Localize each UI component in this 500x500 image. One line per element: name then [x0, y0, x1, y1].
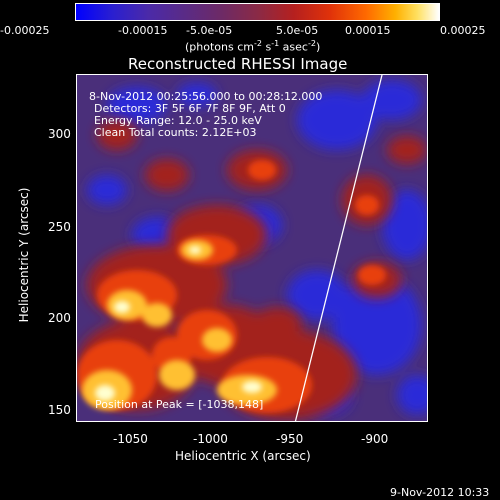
overlay-position: Position at Peak = [-1038,148] [95, 398, 264, 411]
overlay-clean: Clean Total counts: 2.12E+03 [94, 126, 257, 139]
colorbar [75, 3, 440, 21]
colorbar-tick: 5.0e-05 [276, 24, 319, 37]
overlay-time-range: 8-Nov-2012 00:25:56.000 to 00:28:12.000 [89, 90, 323, 103]
y-tick-label: 200 [48, 311, 71, 325]
colorbar-tick: -5.0e-05 [186, 24, 233, 37]
x-axis-label: Heliocentric X (arcsec) [175, 449, 311, 463]
overlay-detectors: Detectors: 3F 5F 6F 7F 8F 9F, Att 0 [94, 102, 286, 115]
x-tick-label: -950 [276, 432, 304, 446]
colorbar-tick: -0.00015 [118, 24, 168, 37]
rhessi-image: 8-Nov-2012 00:25:56.000 to 00:28:12.000 … [76, 74, 428, 422]
y-tick-label: 250 [48, 220, 71, 234]
solar-limb-line [294, 75, 383, 421]
colorbar-tick: 0.00025 [440, 24, 486, 37]
x-tick-label: -1000 [193, 432, 228, 446]
y-tick-label: 150 [48, 403, 71, 417]
overlay-energy: Energy Range: 12.0 - 25.0 keV [94, 114, 262, 127]
y-tick-label: 300 [48, 127, 71, 141]
colorbar-tick: -0.00025 [0, 24, 50, 37]
image-map [77, 75, 427, 421]
y-axis-label: Heliocentric Y (arcsec) [17, 187, 31, 323]
colorbar-unit: (photons cm-2 s-1 asec-2) [185, 39, 321, 54]
x-tick-label: -900 [361, 432, 389, 446]
x-tick-label: -1050 [113, 432, 148, 446]
footer-timestamp: 9-Nov-2012 10:33 [390, 486, 490, 499]
colorbar-tick: 0.00015 [345, 24, 391, 37]
plot-title: Reconstructed RHESSI Image [128, 55, 348, 73]
